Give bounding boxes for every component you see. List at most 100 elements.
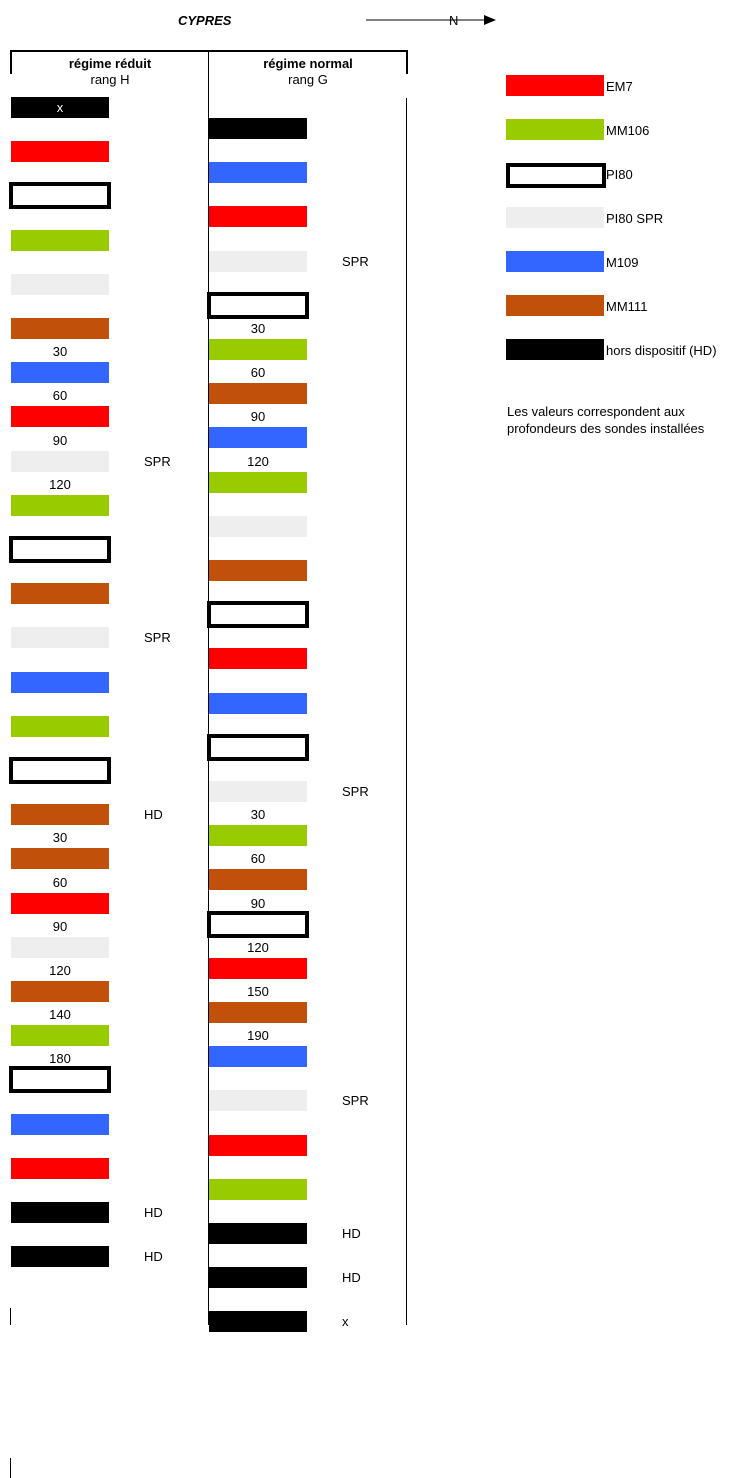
side-label: SPR: [144, 630, 171, 645]
left-column-edge-bottom: [10, 1458, 11, 1478]
depth-label: 150: [247, 984, 269, 999]
right-column-title: régime normal: [263, 56, 353, 71]
depth-label: 60: [250, 851, 266, 866]
tree-bar-m109: [11, 672, 109, 693]
tree-bar-mm111: [209, 383, 307, 404]
right-column-subtitle: rang G: [288, 72, 328, 87]
tree-bar-mm106: [11, 495, 109, 516]
tree-bar-m109: [209, 162, 307, 183]
depth-label: 180: [49, 1051, 71, 1066]
north-arrow: N: [366, 12, 496, 28]
tree-bar-mm106: [209, 1179, 307, 1200]
tree-bar-hd: [11, 1246, 109, 1267]
tree-bar-spr: [11, 937, 109, 958]
depth-label: 90: [52, 433, 68, 448]
tree-bar-mm106: [209, 472, 307, 493]
tree-bar-spr: [11, 451, 109, 472]
tree-bar-pi80: [9, 536, 111, 563]
tree-bar-mm111: [11, 981, 109, 1002]
legend-swatch-mm106: [506, 119, 604, 140]
tree-bar-mm106: [209, 825, 307, 846]
legend-label-spr: PI80 SPR: [606, 211, 664, 226]
tree-bar-em7: [11, 406, 109, 427]
frame-right-tick: [406, 50, 408, 74]
column-divider: [208, 50, 209, 1325]
tree-bar-pi80: [207, 292, 309, 319]
depth-label: 120: [247, 454, 269, 469]
depth-label: 60: [52, 388, 68, 403]
tree-bar-spr: [11, 627, 109, 648]
legend-label-em7: EM7: [606, 79, 633, 94]
tree-bar-em7: [11, 141, 109, 162]
tree-bar-em7: [11, 1158, 109, 1179]
tree-bar-pi80: [207, 601, 309, 628]
legend-label-pi80: PI80: [606, 167, 633, 182]
tree-bar-spr: [209, 251, 307, 272]
tree-bar-label: x: [56, 100, 64, 115]
north-label: N: [449, 13, 459, 28]
note-line-2: profondeurs des sondes installées: [507, 421, 705, 436]
tree-bar-mm111: [11, 318, 109, 339]
tree-bar-m109: [11, 1114, 109, 1135]
tree-bar-pi80: [9, 182, 111, 209]
tree-bar-mm111: [11, 804, 109, 825]
north-arrow-icon: [366, 15, 496, 25]
frame-left-tick: [10, 50, 12, 74]
depth-label: 30: [52, 830, 68, 845]
left-column-subtitle: rang H: [90, 72, 130, 87]
legend-swatch-pi80: [506, 163, 606, 188]
tree-bar-mm106: [11, 716, 109, 737]
legend-label-mm106: MM106: [606, 123, 650, 138]
tree-bar-m109: [11, 362, 109, 383]
tree-bar-pi80: [9, 757, 111, 784]
depth-label: 190: [247, 1028, 269, 1043]
depth-label: 120: [49, 477, 71, 492]
side-label: x: [342, 1314, 349, 1329]
tree-bar-em7: [209, 958, 307, 979]
legend-label-hd: hors dispositif (HD): [606, 343, 717, 358]
tree-bar-hd: [11, 97, 109, 118]
legend-label-mm111: MM111: [606, 299, 648, 314]
tree-bar-em7: [209, 206, 307, 227]
tree-bar-pi80: [9, 1066, 111, 1093]
tree-bar-em7: [209, 648, 307, 669]
side-label: SPR: [342, 1093, 369, 1108]
tree-bar-mm111: [209, 869, 307, 890]
tree-bar-spr: [209, 1090, 307, 1111]
depth-label: 140: [49, 1007, 71, 1022]
legend-label-m109: M109: [606, 255, 639, 270]
side-label: SPR: [144, 454, 171, 469]
depth-label: 90: [250, 896, 266, 911]
legend-swatch-em7: [506, 75, 604, 96]
tree-bar-hd: [11, 1202, 109, 1223]
tree-bar-pi80: [207, 911, 309, 938]
tree-bar-mm111: [11, 583, 109, 604]
tree-bar-spr: [209, 516, 307, 537]
depth-label: 60: [52, 875, 68, 890]
tree-bar-mm111: [209, 560, 307, 581]
tree-bar-m109: [209, 427, 307, 448]
tree-bar-mm111: [11, 848, 109, 869]
side-label: SPR: [342, 254, 369, 269]
tree-bar-em7: [209, 1135, 307, 1156]
left-column-edge-bottom-2: [10, 1308, 11, 1325]
legend-swatch-spr: [506, 207, 604, 228]
tree-bar-spr: [209, 781, 307, 802]
depth-label: 120: [49, 963, 71, 978]
tree-bar-m109: [209, 693, 307, 714]
side-label: HD: [144, 1249, 163, 1264]
tree-bar-pi80: [207, 734, 309, 761]
side-label: HD: [342, 1270, 361, 1285]
right-column-edge: [406, 98, 407, 1325]
page-title: CYPRES: [178, 13, 232, 28]
tree-bar-spr: [11, 274, 109, 295]
depth-label: 30: [250, 807, 266, 822]
legend-swatch-m109: [506, 251, 604, 272]
side-label: SPR: [342, 784, 369, 799]
depth-label: 120: [247, 940, 269, 955]
side-label: HD: [144, 807, 163, 822]
side-label: HD: [144, 1205, 163, 1220]
depth-label: 30: [250, 321, 266, 336]
left-column-title: régime réduit: [68, 56, 152, 71]
tree-bar-hd: [209, 1223, 307, 1244]
